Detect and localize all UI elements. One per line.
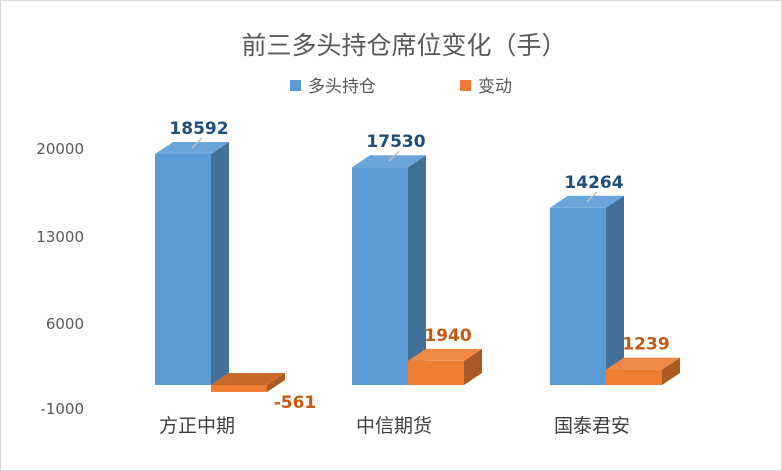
- data-label-change: -561: [274, 393, 317, 413]
- chart-title: 前三多头持仓席位变化（手）: [241, 31, 566, 60]
- x-category-label: 中信期货: [356, 415, 432, 437]
- y-tick-label: 13000: [36, 228, 84, 246]
- legend-label-holdings: 多头持仓: [308, 77, 376, 97]
- x-axis: 方正中期 中信期货 国泰君安: [159, 415, 630, 437]
- data-label-change: 1239: [622, 335, 669, 355]
- legend: 多头持仓 变动: [290, 77, 512, 97]
- bars: [155, 142, 680, 392]
- legend-label-change: 变动: [478, 77, 512, 97]
- data-labels: 18592 -561 17530 1940 14264 1239: [169, 119, 669, 413]
- data-label-holdings: 18592: [169, 119, 228, 139]
- y-tick-label: -1000: [40, 400, 84, 418]
- y-axis: 20000 13000 6000 -1000: [36, 140, 84, 418]
- data-label-holdings: 14264: [564, 173, 623, 193]
- data-label-change: 1940: [424, 326, 471, 346]
- bar-change: [408, 348, 482, 385]
- bar-change: [606, 357, 680, 385]
- x-category-label: 方正中期: [159, 415, 235, 437]
- bar-change: [211, 373, 285, 392]
- leader-line: [388, 150, 400, 162]
- y-tick-label: 6000: [46, 315, 84, 333]
- bar-holdings: [352, 155, 426, 385]
- bar-holdings: [550, 195, 624, 385]
- leader-line: [191, 137, 203, 149]
- leader-line: [586, 191, 598, 203]
- data-label-holdings: 17530: [366, 132, 425, 152]
- y-tick-label: 20000: [36, 140, 84, 158]
- bar-holdings: [155, 142, 229, 385]
- x-category-label: 国泰君安: [554, 415, 630, 437]
- legend-swatch-holdings: [290, 80, 301, 91]
- legend-swatch-change: [460, 80, 471, 91]
